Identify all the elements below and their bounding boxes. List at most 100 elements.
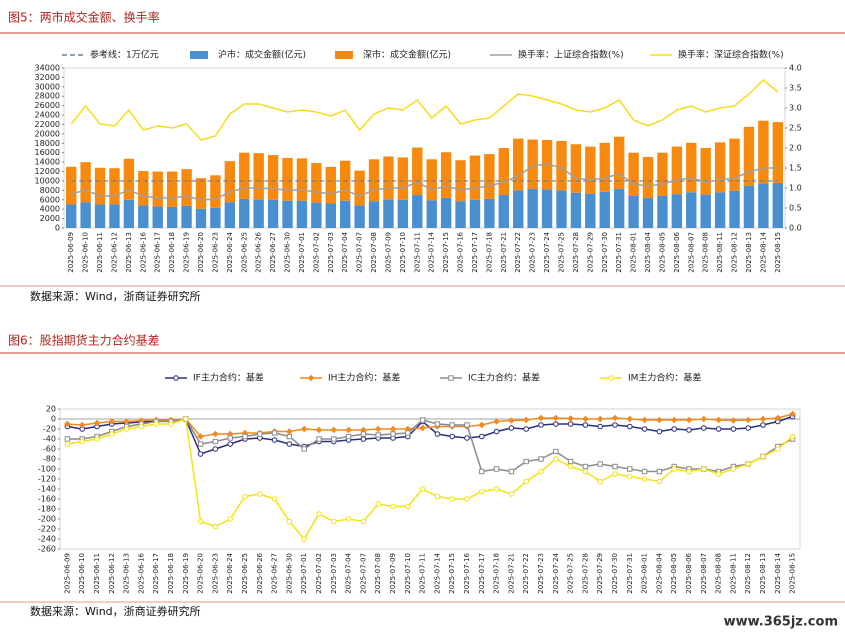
point	[212, 438, 219, 445]
y-tick-label: -20	[43, 425, 56, 434]
bar	[729, 190, 740, 228]
point	[79, 438, 85, 445]
point	[612, 463, 618, 470]
x-tick-label: 2025-07-31	[626, 553, 634, 594]
point	[701, 425, 707, 431]
x-tick-label: 2025-07-02	[315, 553, 323, 594]
x-tick-label: 2025-06-12	[108, 553, 116, 594]
x-tick-label: 2025-07-04	[345, 552, 353, 593]
point	[360, 518, 367, 525]
point	[197, 451, 204, 457]
point	[123, 426, 130, 432]
y-tick-label: 8000	[40, 186, 60, 195]
x-tick-label: 2025-08-04	[644, 231, 652, 272]
source: 数据来源：Wind，浙商证券研究所	[30, 604, 201, 618]
y-tick-label: 32000	[35, 73, 60, 82]
x-tick-label: 2025-07-17	[471, 232, 479, 273]
point	[508, 491, 515, 497]
point	[493, 486, 500, 492]
point	[670, 416, 678, 424]
point	[538, 468, 544, 475]
point	[464, 496, 470, 502]
x-tick-label: 2025-08-14	[759, 231, 767, 272]
x-tick-label: 2025-06-11	[96, 232, 104, 273]
point	[419, 417, 426, 423]
bar	[253, 153, 264, 200]
y-tick-label: -100	[38, 465, 56, 474]
line	[71, 163, 778, 201]
bar	[296, 200, 308, 228]
legend-label: IC主力合约：基差	[468, 372, 540, 384]
watermark: www.365jz.com	[724, 615, 838, 630]
point	[479, 488, 485, 495]
legend-label: 换手率：上证综合指数(%)	[518, 49, 624, 61]
point	[257, 431, 263, 437]
y2-tick-label: 4.0	[789, 64, 802, 73]
bar	[224, 202, 236, 228]
x-tick-label: 2025-07-10	[399, 232, 407, 273]
x-tick-label: 2025-07-17	[478, 553, 486, 594]
point	[641, 416, 648, 424]
bar	[556, 140, 567, 191]
bar	[700, 194, 711, 228]
y2-tick-label: 1.5	[789, 164, 802, 173]
point	[508, 417, 515, 424]
point	[330, 426, 338, 434]
bar	[426, 200, 437, 228]
x-tick-label: 2025-06-17	[154, 232, 162, 273]
bar	[80, 162, 91, 203]
point	[671, 426, 678, 432]
y-tick-label: 6000	[40, 195, 60, 204]
point	[537, 414, 545, 422]
point	[64, 436, 71, 442]
bar	[368, 201, 380, 228]
point	[301, 446, 307, 452]
y-tick-label: -240	[38, 535, 56, 544]
x-tick-label: 2025-07-31	[615, 232, 623, 273]
bar	[729, 138, 740, 191]
x-tick-label: 2025-06-13	[123, 553, 131, 594]
bar	[354, 170, 365, 206]
bar	[267, 155, 279, 200]
x-tick-label: 2025-07-11	[419, 553, 427, 594]
x-tick-label: 2025-06-23	[211, 553, 219, 594]
point	[197, 433, 204, 440]
legend-label: 换手率：深证综合指数(%)	[678, 49, 784, 61]
x-tick-label: 2025-07-21	[500, 232, 508, 273]
x-tick-label: 2025-06-16	[137, 552, 145, 593]
x-tick-label: 2025-07-14	[433, 552, 441, 593]
point	[523, 478, 530, 485]
source: 数据来源：Wind，浙商证券研究所	[30, 289, 201, 303]
x-tick-label: 2025-07-03	[327, 232, 335, 273]
point	[641, 426, 648, 432]
point	[730, 417, 737, 424]
bar	[267, 199, 279, 228]
bar	[570, 144, 582, 193]
bar	[152, 171, 163, 207]
legend-label: 沪市：成交金额(亿元)	[218, 49, 306, 61]
legend-label: IH主力合约：基差	[328, 372, 400, 384]
x-tick-label: 2025-06-23	[211, 232, 219, 273]
point	[789, 410, 796, 418]
point	[93, 419, 101, 427]
x-tick-label: 2025-08-12	[744, 553, 752, 594]
point	[656, 416, 663, 424]
x-tick-label: 2025-07-25	[557, 232, 565, 273]
point	[522, 416, 530, 424]
bar	[397, 199, 409, 228]
point	[345, 426, 352, 434]
bar	[671, 146, 683, 195]
x-tick-label: 2025-07-15	[442, 232, 450, 273]
point	[478, 421, 486, 429]
bar	[657, 196, 668, 228]
point	[331, 436, 337, 442]
point	[745, 461, 752, 467]
x-tick-label: 2025-07-28	[572, 232, 580, 273]
bar	[239, 198, 250, 228]
bar	[354, 205, 365, 228]
x-tick-label: 2025-07-23	[529, 232, 537, 273]
x-tick-label: 2025-08-12	[731, 232, 739, 273]
x-tick-label: 2025-07-29	[596, 553, 604, 594]
y2-tick-label: 1.0	[789, 184, 802, 193]
x-tick-label: 2025-06-10	[82, 232, 90, 273]
